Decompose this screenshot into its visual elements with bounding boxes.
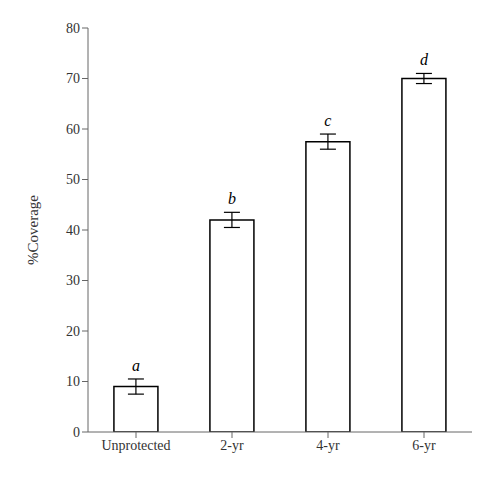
- svg-text:0: 0: [73, 425, 80, 440]
- svg-text:b: b: [228, 190, 236, 207]
- svg-text:4-yr: 4-yr: [316, 438, 340, 453]
- svg-text:d: d: [420, 51, 429, 68]
- svg-text:70: 70: [66, 71, 80, 86]
- svg-text:40: 40: [66, 223, 80, 238]
- svg-text:6-yr: 6-yr: [412, 438, 436, 453]
- svg-text:2-yr: 2-yr: [220, 438, 244, 453]
- svg-text:20: 20: [66, 324, 80, 339]
- svg-text:80: 80: [66, 21, 80, 36]
- svg-text:10: 10: [66, 374, 80, 389]
- svg-text:a: a: [132, 357, 140, 374]
- svg-text:Unprotected: Unprotected: [101, 438, 170, 453]
- svg-text:60: 60: [66, 122, 80, 137]
- svg-text:%Coverage: %Coverage: [25, 195, 41, 265]
- svg-text:30: 30: [66, 273, 80, 288]
- svg-text:50: 50: [66, 172, 80, 187]
- svg-text:c: c: [324, 112, 331, 129]
